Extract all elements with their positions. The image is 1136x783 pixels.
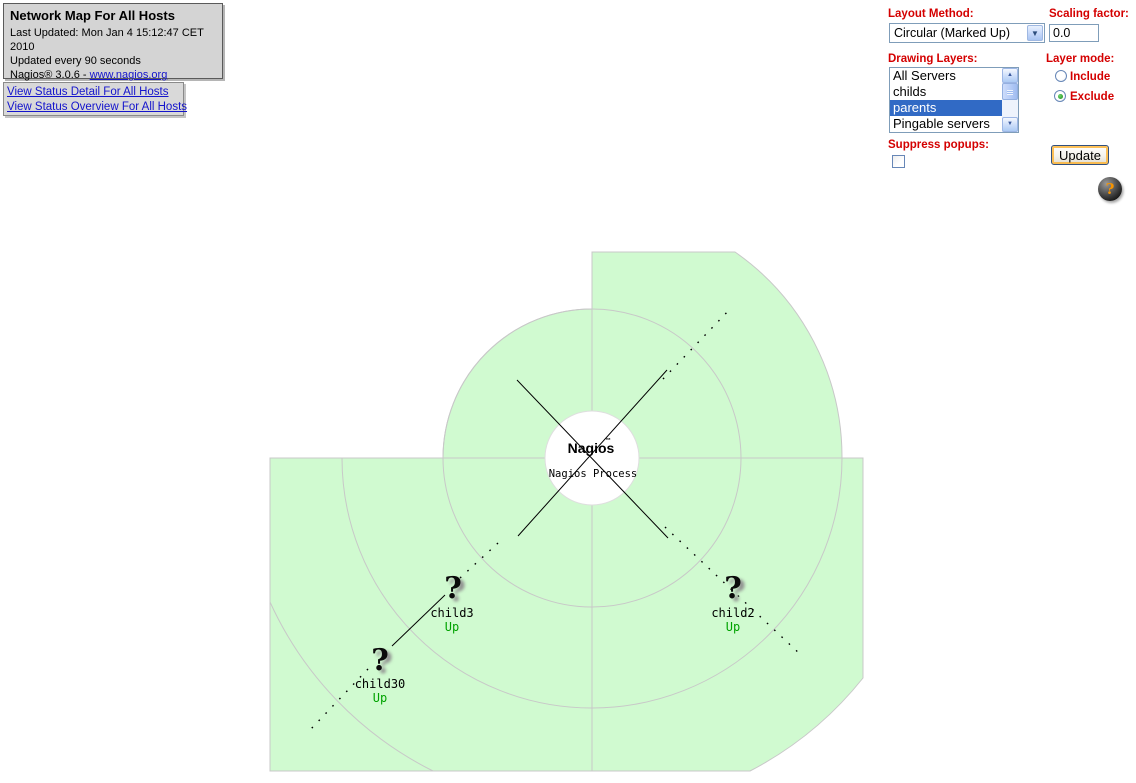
- layer-mode-label: Layer mode:: [1046, 53, 1115, 65]
- suppress-popups-checkbox[interactable]: [892, 155, 905, 168]
- status-detail-link[interactable]: View Status Detail For All Hosts: [7, 86, 169, 98]
- unknown-status-icon: ?: [724, 571, 742, 606]
- help-icon[interactable]: ?: [1098, 177, 1122, 201]
- select-dropdown-button[interactable]: ▼: [1027, 25, 1043, 41]
- host-node-child30[interactable]: ? ? child30 Up: [355, 643, 406, 705]
- unknown-status-icon-shadow: ?: [728, 574, 746, 609]
- listbox-scrollbar[interactable]: ▲ ▼: [1002, 68, 1018, 132]
- map-links: [309, 306, 802, 731]
- host-status: Up: [445, 620, 459, 634]
- arrow-down-icon: ▼: [1007, 121, 1013, 127]
- unknown-status-icon: ?: [444, 571, 462, 606]
- arrow-up-icon: ▲: [1007, 72, 1013, 78]
- host-node-child2[interactable]: ? ? child2 Up: [711, 571, 754, 634]
- unknown-status-icon-shadow: ?: [448, 574, 466, 609]
- solid-link-lines: [391, 369, 669, 647]
- grid-arcs: [269, 308, 843, 772]
- layer-mode-include-radio[interactable]: [1055, 70, 1067, 82]
- version-line: Nagios® 3.0.6 - www.nagios.org: [10, 68, 216, 82]
- drawing-layers-label: Drawing Layers:: [888, 53, 978, 65]
- unknown-status-icon-shadow: ?: [375, 646, 393, 681]
- nagios-org-link[interactable]: www.nagios.org: [89, 69, 168, 81]
- wedge-northeast: [591, 251, 843, 459]
- exclude-label: Exclude: [1070, 91, 1115, 103]
- host-node-child3[interactable]: ? ? child3 Up: [430, 571, 473, 634]
- host-name: child2: [711, 606, 754, 620]
- unknown-status-icon: ?: [371, 643, 389, 678]
- trademark-mark: ™: [605, 437, 611, 444]
- layer-option-childs[interactable]: childs: [893, 84, 927, 99]
- include-label: Include: [1070, 71, 1111, 83]
- layer-option-pingable-servers[interactable]: Pingable servers: [893, 116, 990, 131]
- info-box: Network Map For All Hosts Last Updated: …: [3, 3, 223, 95]
- suppress-popups-label: Suppress popups:: [888, 139, 989, 151]
- scroll-up-button[interactable]: ▲: [1002, 68, 1018, 83]
- layer-option-all-servers[interactable]: All Servers: [893, 68, 956, 83]
- host-name: child3: [430, 606, 473, 620]
- chevron-down-icon: ▼: [1031, 29, 1039, 38]
- host-status: Up: [373, 691, 387, 705]
- host-name: child30: [355, 677, 406, 691]
- scroll-down-button[interactable]: ▼: [1002, 117, 1018, 132]
- drawing-layers-listbox[interactable]: All Servers childs parents Pingable serv…: [889, 67, 1019, 133]
- update-button[interactable]: Update: [1051, 145, 1109, 165]
- layer-option-parents[interactable]: parents: [890, 100, 1002, 116]
- host-status: Up: [726, 620, 740, 634]
- nagios-logo: Nagios: [568, 440, 615, 456]
- last-updated: Last Updated: Mon Jan 4 15:12:47 CET 201…: [10, 27, 204, 53]
- host-node-nagios-process[interactable]: Nagios ™ Nagios Process: [549, 437, 638, 480]
- status-overview-link[interactable]: View Status Overview For All Hosts: [7, 101, 188, 113]
- update-interval: Updated every 90 seconds: [10, 55, 141, 67]
- radio-selected-dot: [1058, 94, 1063, 99]
- scaling-factor-input[interactable]: [1049, 24, 1099, 42]
- layout-method-value: Circular (Marked Up): [894, 26, 1010, 40]
- page-title: Network Map For All Hosts: [10, 8, 175, 23]
- layout-method-label: Layout Method:: [888, 8, 974, 20]
- layout-method-select[interactable]: Circular (Marked Up) ▼: [889, 23, 1045, 43]
- version-text: Nagios® 3.0.6 -: [10, 69, 87, 81]
- scaling-factor-label: Scaling factor:: [1049, 8, 1129, 20]
- nav-link-box: View Status Detail For All Hosts View St…: [3, 82, 188, 116]
- center-node-label: Nagios Process: [549, 468, 638, 480]
- status-wedges: [269, 251, 864, 772]
- layer-mode-exclude-radio[interactable]: [1054, 90, 1066, 102]
- wedge-south: [269, 457, 864, 772]
- scrollbar-thumb[interactable]: [1002, 83, 1018, 100]
